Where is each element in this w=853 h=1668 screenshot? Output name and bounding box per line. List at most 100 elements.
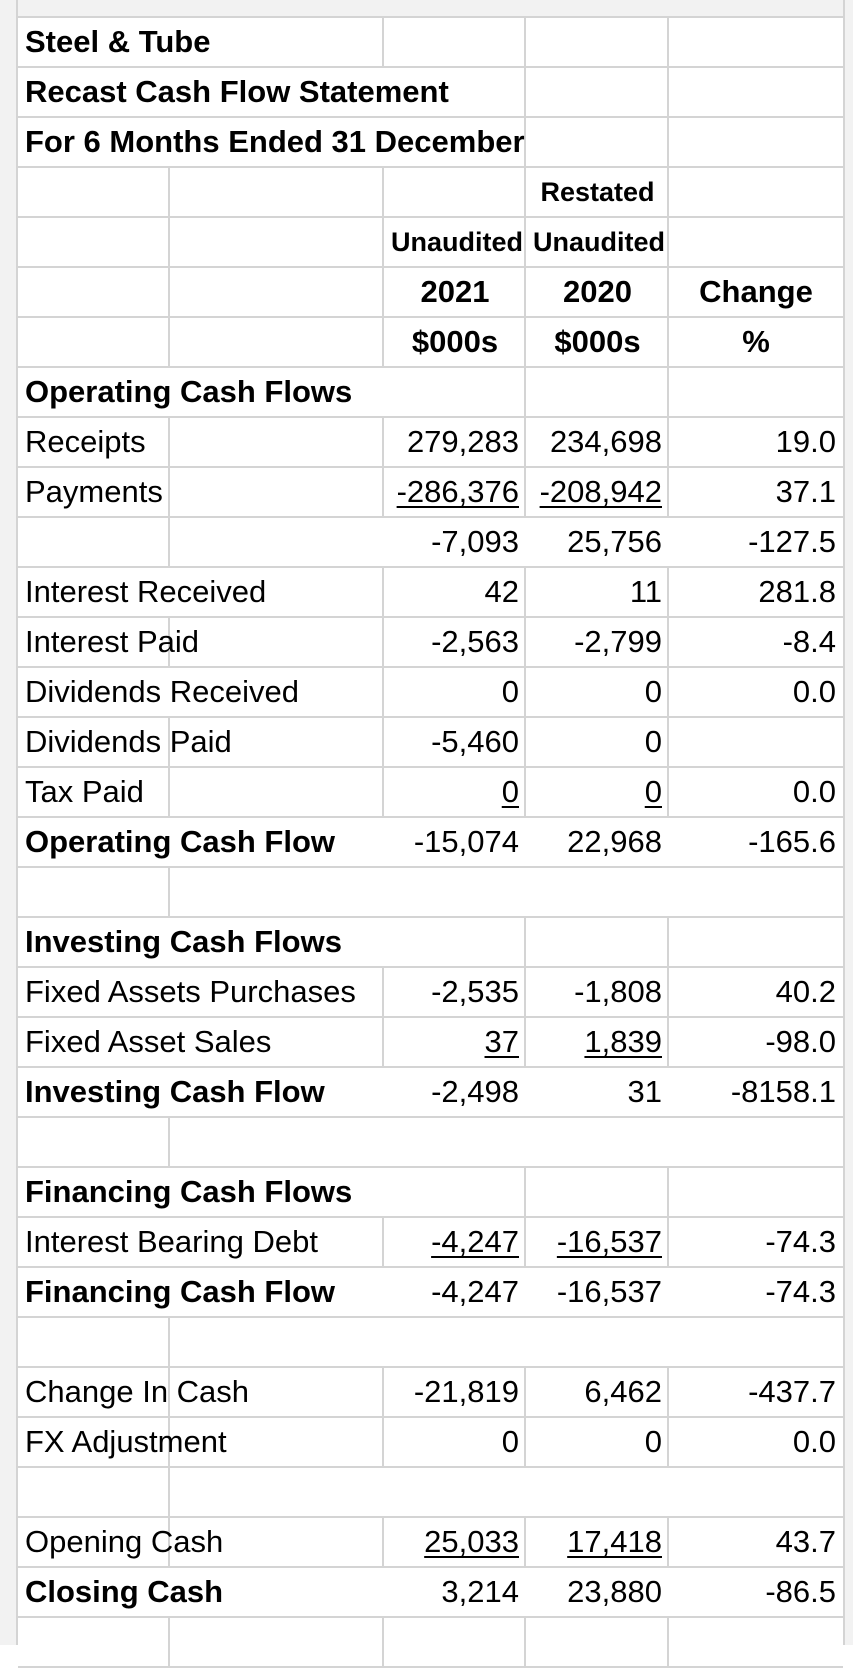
year-2021-header[interactable]: 2021 — [420, 274, 490, 309]
financing-cash-flow-label[interactable]: Financing Cash Flow — [25, 1274, 336, 1309]
statement-period[interactable]: For 6 Months Ended 31 December — [25, 124, 525, 159]
investing-cash-flow-change-value[interactable]: -8158.1 — [730, 1074, 836, 1109]
dividends-paid-2020-value[interactable]: 0 — [644, 724, 662, 759]
fixed-assets-purchases-2021-value[interactable]: -2,535 — [431, 974, 519, 1009]
tax-paid-2020-value[interactable]: 0 — [644, 774, 662, 809]
interest-paid-2021-value[interactable]: -2,563 — [431, 624, 519, 659]
fx-adjustment-2020-value[interactable]: 0 — [644, 1424, 662, 1459]
subtotal-2021-value[interactable]: -7,093 — [431, 524, 519, 559]
subtotal-2020-value[interactable]: 25,756 — [567, 524, 662, 559]
fixed-asset-sales-change-value[interactable]: -98.0 — [765, 1024, 836, 1059]
dividends-received-2021-value[interactable]: 0 — [501, 674, 519, 709]
cell-border — [524, 268, 526, 316]
financing-cash-flows-2021-value[interactable] — [384, 1168, 526, 1216]
company-name[interactable]: Steel & Tube — [25, 24, 211, 59]
fixed-asset-sales-2020-value[interactable]: 1,839 — [584, 1024, 662, 1059]
unit-2021-header[interactable]: $000s — [411, 324, 499, 359]
interest-paid-2020-value[interactable]: -2,799 — [574, 624, 662, 659]
unit-change-header[interactable]: % — [742, 324, 770, 359]
payments-2021-value[interactable]: -286,376 — [396, 474, 519, 509]
operating-cash-flows-change-value[interactable] — [669, 368, 843, 416]
interest-paid-change-value[interactable]: -8.4 — [782, 624, 836, 659]
investing-cash-flows-2020-value[interactable] — [526, 918, 669, 966]
opening-cash-label[interactable]: Opening Cash — [25, 1524, 224, 1559]
opening-cash-2021-value[interactable]: 25,033 — [424, 1524, 519, 1559]
fixed-assets-purchases-change-value[interactable]: 40.2 — [775, 974, 836, 1009]
fx-adjustment-2021-value[interactable]: 0 — [501, 1424, 519, 1459]
dividends-received-2020-value[interactable]: 0 — [644, 674, 662, 709]
change-header[interactable]: Change — [699, 274, 813, 309]
dividends-received-change-value[interactable]: 0.0 — [792, 674, 836, 709]
investing-cash-flows-2021-value[interactable] — [384, 918, 526, 966]
operating-cash-flows-label[interactable]: Operating Cash Flows — [25, 374, 353, 409]
financing-cash-flow-2020-value[interactable]: -16,537 — [556, 1274, 662, 1309]
opening-cash-2020-value[interactable]: 17,418 — [567, 1524, 662, 1559]
interest-received-2021-value[interactable]: 42 — [484, 574, 519, 609]
interest-bearing-debt-2020-value[interactable]: -16,537 — [556, 1224, 662, 1259]
fixed-assets-purchases-label[interactable]: Fixed Assets Purchases — [25, 974, 356, 1009]
tax-paid-label[interactable]: Tax Paid — [25, 774, 144, 809]
interest-paid-label[interactable]: Interest Paid — [25, 624, 200, 659]
restated-label[interactable]: Restated — [540, 177, 655, 207]
investing-cash-flow-label[interactable]: Investing Cash Flow — [25, 1074, 325, 1109]
financing-cash-flows-2020-value[interactable] — [526, 1168, 669, 1216]
subtotal-change-value[interactable]: -127.5 — [748, 524, 836, 559]
tax-paid-change-value[interactable]: 0.0 — [792, 774, 836, 809]
fx-adjustment-label[interactable]: FX Adjustment — [25, 1424, 227, 1459]
closing-cash-2021-value[interactable]: 3,214 — [441, 1574, 519, 1609]
payments-2020-value[interactable]: -208,942 — [539, 474, 662, 509]
receipts-change-value[interactable]: 19.0 — [775, 424, 836, 459]
closing-cash-2020-value[interactable]: 23,880 — [567, 1574, 662, 1609]
dividends-received-label[interactable]: Dividends Received — [25, 674, 299, 709]
interest-bearing-debt-change-value[interactable]: -74.3 — [765, 1224, 836, 1259]
tax-paid-2021-value[interactable]: 0 — [501, 774, 519, 809]
receipts-2021-value[interactable]: 279,283 — [406, 424, 519, 459]
closing-cash-label[interactable]: Closing Cash — [25, 1574, 224, 1609]
fx-adjustment-change-value[interactable]: 0.0 — [792, 1424, 836, 1459]
change-in-cash-change-value[interactable]: -437.7 — [748, 1374, 836, 1409]
investing-cash-flows-change-value[interactable] — [669, 918, 843, 966]
operating-cash-flows-2021-value[interactable] — [384, 368, 526, 416]
investing-cash-flow-2020-value[interactable]: 31 — [627, 1074, 662, 1109]
interest-bearing-debt-label[interactable]: Interest Bearing Debt — [25, 1224, 318, 1259]
payments-label[interactable]: Payments — [25, 474, 163, 509]
statement-title[interactable]: Recast Cash Flow Statement — [25, 74, 449, 109]
operating-cash-flows-2020-value[interactable] — [526, 368, 669, 416]
operating-cash-flow-change-value[interactable]: -165.6 — [748, 824, 836, 859]
fixed-asset-sales-label[interactable]: Fixed Asset Sales — [25, 1024, 272, 1059]
operating-cash-flow-label[interactable]: Operating Cash Flow — [25, 824, 336, 859]
year-2020-header[interactable]: 2020 — [563, 274, 632, 309]
payments-change-value[interactable]: 37.1 — [775, 474, 836, 509]
change-in-cash-2021-value[interactable]: -21,819 — [413, 1374, 519, 1409]
fixed-assets-purchases-2020-value[interactable]: -1,808 — [574, 974, 662, 1009]
unaudited-2021-label[interactable]: Unaudited — [391, 227, 523, 257]
table-row: Financing Cash Flow -4,247 -16,537 -74.3 — [18, 1268, 843, 1318]
investing-cash-flows-label[interactable]: Investing Cash Flows — [25, 924, 342, 959]
financing-cash-flows-change-value[interactable] — [669, 1168, 843, 1216]
interest-bearing-debt-2021-value[interactable]: -4,247 — [431, 1224, 519, 1259]
fixed-asset-sales-2021-value[interactable]: 37 — [484, 1024, 519, 1059]
dividends-paid-change-value[interactable] — [669, 718, 843, 766]
change-in-cash-2020-value[interactable]: 6,462 — [584, 1374, 662, 1409]
change-in-cash-label[interactable]: Change In Cash — [25, 1374, 250, 1409]
operating-cash-flow-2020-value[interactable]: 22,968 — [567, 824, 662, 859]
opening-cash-change-value[interactable]: 43.7 — [775, 1524, 836, 1559]
financing-cash-flow-2021-value[interactable]: -4,247 — [431, 1274, 519, 1309]
investing-cash-flow-2021-value[interactable]: -2,498 — [431, 1074, 519, 1109]
interest-received-2020-value[interactable]: 11 — [629, 574, 662, 609]
financing-cash-flow-change-value[interactable]: -74.3 — [765, 1274, 836, 1309]
interest-received-change-value[interactable]: 281.8 — [758, 574, 836, 609]
dividends-paid-label[interactable]: Dividends Paid — [25, 724, 232, 759]
financing-cash-flows-label[interactable]: Financing Cash Flows — [25, 1174, 353, 1209]
subtotal-label[interactable] — [18, 518, 384, 566]
table-row: Receipts 279,283 234,698 19.0 — [18, 418, 843, 468]
unaudited-2020-label[interactable]: Unaudited — [533, 227, 665, 257]
interest-received-label[interactable]: Interest Received — [25, 574, 267, 609]
unit-2020-header[interactable]: $000s — [554, 324, 641, 359]
cell-border — [524, 468, 526, 516]
operating-cash-flow-2021-value[interactable]: -15,074 — [413, 824, 519, 859]
closing-cash-change-value[interactable]: -86.5 — [765, 1574, 836, 1609]
receipts-label[interactable]: Receipts — [25, 424, 146, 459]
dividends-paid-2021-value[interactable]: -5,460 — [431, 724, 519, 759]
receipts-2020-value[interactable]: 234,698 — [549, 424, 662, 459]
